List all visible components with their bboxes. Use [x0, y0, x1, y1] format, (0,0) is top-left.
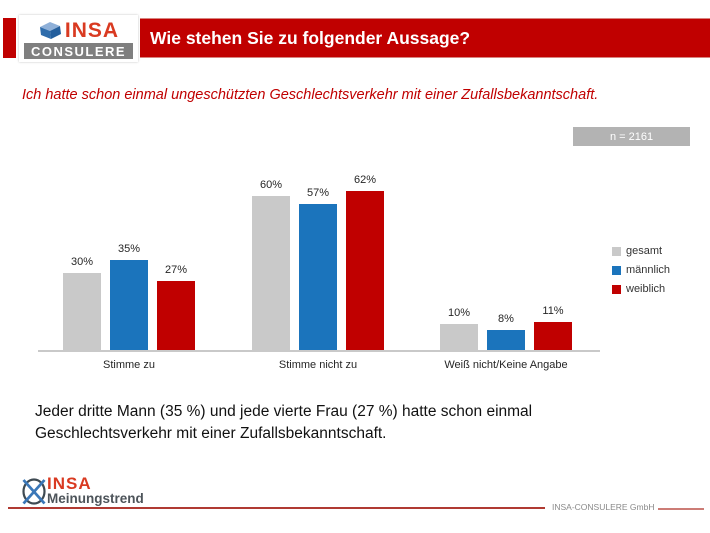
insa-consulere-logo: INSA CONSULERE	[19, 15, 138, 62]
sample-size-badge: n = 2161	[573, 127, 690, 146]
legend-label: gesamt	[626, 245, 663, 257]
bar-gesamt-group1	[252, 196, 290, 350]
bar-gesamt-group0	[63, 273, 101, 350]
finding-text: Jeder dritte Mann (35 %) und jede vierte…	[35, 403, 533, 442]
logo-consulere-text: CONSULERE	[24, 43, 133, 59]
bar-value-label: 62%	[353, 174, 377, 186]
footer-company-name: INSA-CONSULERE GmbH	[552, 502, 655, 512]
chart-legend: gesamt männlich weiblich	[612, 245, 670, 302]
bar-männlich-group0	[110, 260, 148, 350]
bar-weiblich-group1	[346, 191, 384, 350]
footer-divider-left	[8, 507, 545, 509]
statement-text: Ich hatte schon einmal ungeschützten Ges…	[22, 87, 599, 103]
bar-männlich-group2	[487, 330, 525, 350]
category-label: Stimme zu	[103, 359, 155, 371]
bar-chart: 30% 35% 27% Stimme zu 60% 57% 62% Stimme nicht …	[0, 160, 710, 385]
legend-label: weiblich	[626, 283, 666, 295]
bar-value-label: 11%	[542, 305, 564, 317]
x-axis-line	[38, 350, 600, 352]
insa-circle-x-icon	[21, 476, 47, 512]
legend-item-männlich: männlich	[612, 264, 670, 276]
legend-item-gesamt: gesamt	[612, 245, 670, 257]
bar-weiblich-group0	[157, 281, 195, 350]
footer-logo-insa: INSA	[47, 474, 92, 493]
footer-logo-meinungstrend: Meinungstrend	[47, 491, 144, 506]
legend-swatch-icon	[612, 284, 621, 294]
cube-icon	[39, 22, 61, 39]
title-banner: Wie stehen Sie zu folgender Aussage?	[140, 18, 710, 58]
footer-divider-right	[658, 508, 704, 510]
legend-swatch-icon	[612, 246, 621, 256]
bar-value-label: 10%	[447, 307, 471, 319]
logo-top-row: INSA	[38, 17, 119, 43]
bar-weiblich-group2	[534, 322, 572, 350]
legend-label: männlich	[626, 264, 671, 276]
header-red-accent-block	[3, 18, 16, 58]
bar-value-label: 35%	[117, 243, 141, 255]
legend-item-weiblich: weiblich	[612, 283, 670, 295]
category-label: Weiß nicht/Keine Angabe	[444, 359, 568, 371]
bar-value-label: 30%	[70, 256, 94, 268]
bar-männlich-group1	[299, 204, 337, 350]
bar-value-label: 57%	[306, 187, 330, 199]
slide-title: Wie stehen Sie zu folgender Aussage?	[150, 27, 471, 48]
bar-value-label: 27%	[164, 264, 188, 276]
bar-value-label: 8%	[498, 313, 514, 325]
legend-swatch-icon	[612, 265, 621, 275]
bar-gesamt-group2	[440, 324, 478, 350]
logo-insa-text: INSA	[64, 18, 120, 42]
category-label: Stimme nicht zu	[278, 359, 358, 371]
bar-value-label: 60%	[259, 179, 283, 191]
